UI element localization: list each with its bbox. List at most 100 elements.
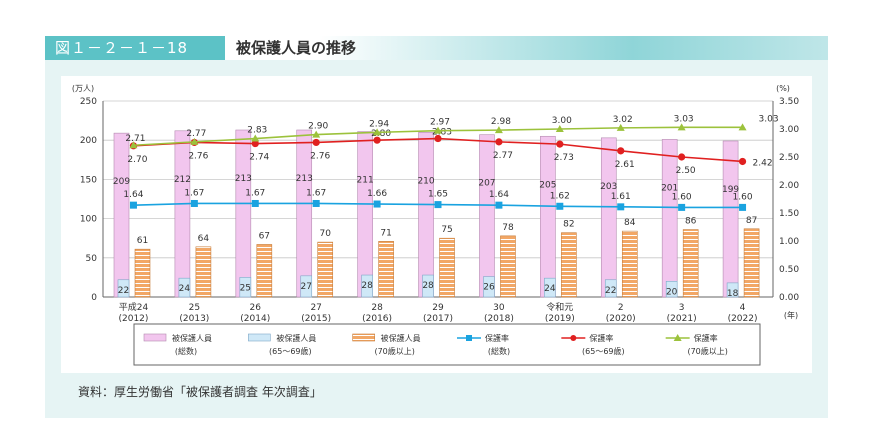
bar-age-70-plus: [500, 235, 516, 298]
legend-swatch: [143, 333, 167, 342]
legend-marker: [673, 334, 682, 341]
legend-label: 被保護人員: [172, 333, 212, 343]
rate-point-age-65-69: [678, 153, 686, 161]
rate-value-label: 2.94: [369, 119, 389, 129]
bar-age-65-69-label: 28: [361, 281, 373, 291]
bar-total-label: 212: [174, 175, 191, 185]
rate-value-label: 3.00: [552, 116, 572, 126]
rate-point-total: [190, 199, 198, 207]
y-right-tick-label: 1.00: [779, 237, 799, 247]
x-tick-label: 3: [679, 303, 685, 313]
bar-total-label: 201: [661, 183, 678, 193]
x-tick-label: 30: [493, 303, 505, 313]
x-tick-year-label: (2022): [728, 314, 758, 324]
legend-sublabel: (総数): [488, 346, 510, 356]
y-left-tick-label: 200: [80, 136, 97, 146]
rate-value-label: 1.67: [184, 188, 204, 198]
bar-age-70-plus: [317, 241, 334, 298]
x-tick-label: 4: [740, 303, 746, 313]
x-tick-year-label: (2019): [545, 314, 575, 324]
x-tick-year-label: (2018): [484, 314, 514, 324]
bar-age-70-plus: [682, 229, 699, 298]
rate-point-age-70-plus: [373, 128, 382, 136]
bar-age-70-plus: [561, 232, 577, 298]
rate-value-label: 2.77: [186, 129, 206, 139]
bar-age-65-69-label: 24: [179, 284, 191, 294]
legend-sublabel: (65～69歳): [582, 346, 625, 356]
legend-marker: [570, 335, 577, 341]
legend-label: 被保護人員: [381, 333, 421, 343]
legend-swatch: [352, 333, 375, 342]
rate-point-age-65-69: [495, 138, 503, 146]
y-right-tick-label: 2.00: [779, 181, 799, 191]
legend-sublabel: (総数): [175, 346, 197, 356]
bar-age-65-69-label: 27: [301, 282, 312, 292]
bar-age-70-plus: [134, 248, 151, 298]
bar-age-70-plus: [621, 230, 638, 298]
bar-age-70-plus: [378, 241, 394, 298]
rate-point-age-65-69: [738, 157, 747, 166]
rate-point-age-70-plus: [555, 125, 564, 132]
rate-value-label: 3.03: [674, 114, 694, 124]
bar-age-65-69: [665, 281, 678, 298]
rate-point-age-70-plus: [738, 123, 747, 131]
bar-age-65-69-label: 26: [483, 283, 495, 293]
y-left-tick-label: 100: [80, 215, 97, 225]
bar-total-label: 209: [113, 177, 130, 187]
legend-marker: [466, 335, 472, 341]
bar-age-70-plus-label: 86: [685, 217, 697, 227]
legend-label: 保護率: [694, 333, 718, 343]
bar-total-label: 211: [357, 176, 374, 186]
x-unit: (年): [784, 310, 798, 320]
x-tick-label: 25: [189, 303, 200, 313]
x-tick-year-label: (2014): [240, 314, 270, 324]
y-left-unit: (万人): [72, 84, 94, 93]
bar-age-65-69-label: 25: [240, 283, 251, 293]
rate-value-label: 2.70: [127, 155, 147, 165]
bar-age-65-69: [544, 277, 556, 298]
rate-point-age-70-plus: [312, 130, 321, 138]
y-right-tick-label: 2.50: [779, 153, 799, 163]
rate-value-label: 2.76: [310, 151, 330, 161]
bar-total: [722, 140, 739, 298]
chart-svg: 0 50 100 150 200 250 0.00 0.50 1.00 1.50 2.00 2.50 3…: [72, 84, 799, 366]
bar-age-65-69-label: 28: [422, 281, 434, 291]
bar-age-65-69: [178, 277, 191, 298]
bar-age-65-69: [604, 279, 617, 298]
rate-point-age-65-69: [556, 140, 564, 148]
y-right-tick-label: 3.00: [779, 125, 799, 135]
rate-point-total: [739, 203, 747, 211]
bar-age-65-69: [483, 276, 495, 298]
rate-value-label: 2.98: [491, 117, 511, 127]
bar-age-65-69-label: 20: [666, 287, 678, 297]
rate-value-label: 2.83: [247, 126, 267, 136]
bar-age-65-69: [117, 279, 130, 298]
bar-total-label: 205: [539, 180, 556, 190]
y-right-tick-label: 0.00: [779, 293, 799, 303]
bar-age-65-69: [422, 274, 434, 298]
bar-total: [357, 131, 373, 298]
rate-point-age-70-plus: [494, 126, 503, 134]
rate-value-label: 2.80: [371, 129, 391, 139]
rate-point-age-65-69: [434, 134, 442, 143]
rate-point-age-70-plus: [129, 141, 138, 149]
y-right-tick-label: 1.50: [779, 209, 799, 219]
bar-age-65-69: [239, 277, 252, 298]
rate-value-label: 2.77: [493, 151, 513, 161]
bar-age-65-69-label: 18: [727, 289, 739, 299]
rate-point-age-65-69: [617, 147, 625, 155]
rate-value-label: 1.60: [672, 192, 692, 202]
y-left-tick-label: 0: [91, 293, 97, 303]
rate-value-label: 1.64: [123, 190, 143, 200]
rate-value-label: 1.66: [367, 189, 387, 199]
rate-point-total: [373, 200, 381, 208]
bar-age-65-69: [300, 275, 313, 298]
rate-value-label: 1.62: [550, 191, 570, 201]
bar-age-70-plus-label: 71: [380, 228, 391, 238]
rate-point-total: [678, 203, 686, 211]
rate-point-total: [129, 201, 137, 209]
bar-total-label: 213: [235, 174, 252, 184]
rate-point-age-70-plus: [190, 137, 199, 145]
legend-label: 被保護人員: [276, 333, 316, 343]
rate-value-label: 2.71: [125, 134, 145, 144]
